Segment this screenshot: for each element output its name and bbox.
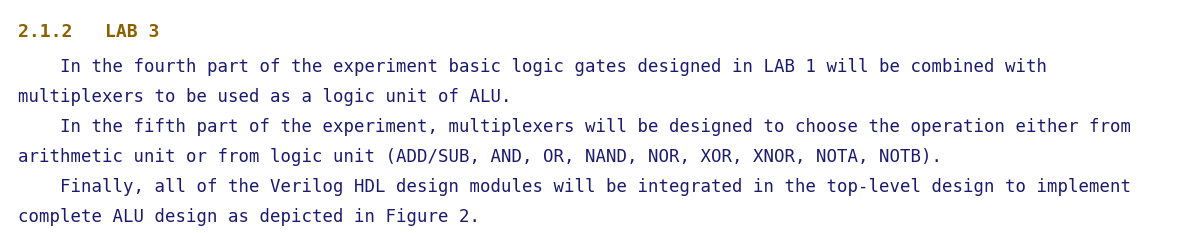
Text: Finally, all of the Verilog HDL design modules will be integrated in the top-lev: Finally, all of the Verilog HDL design m…: [18, 178, 1131, 196]
Text: complete ALU design as depicted in Figure 2.: complete ALU design as depicted in Figur…: [18, 208, 480, 226]
Text: 2.1.2   LAB 3: 2.1.2 LAB 3: [18, 23, 160, 41]
Text: In the fourth part of the experiment basic logic gates designed in LAB 1 will be: In the fourth part of the experiment bas…: [18, 58, 1047, 76]
Text: arithmetic unit or from logic unit (ADD/SUB, AND, OR, NAND, NOR, XOR, XNOR, NOTA: arithmetic unit or from logic unit (ADD/…: [18, 148, 942, 166]
Text: In the fifth part of the experiment, multiplexers will be designed to choose the: In the fifth part of the experiment, mul…: [18, 118, 1131, 136]
Text: multiplexers to be used as a logic unit of ALU.: multiplexers to be used as a logic unit …: [18, 88, 511, 106]
